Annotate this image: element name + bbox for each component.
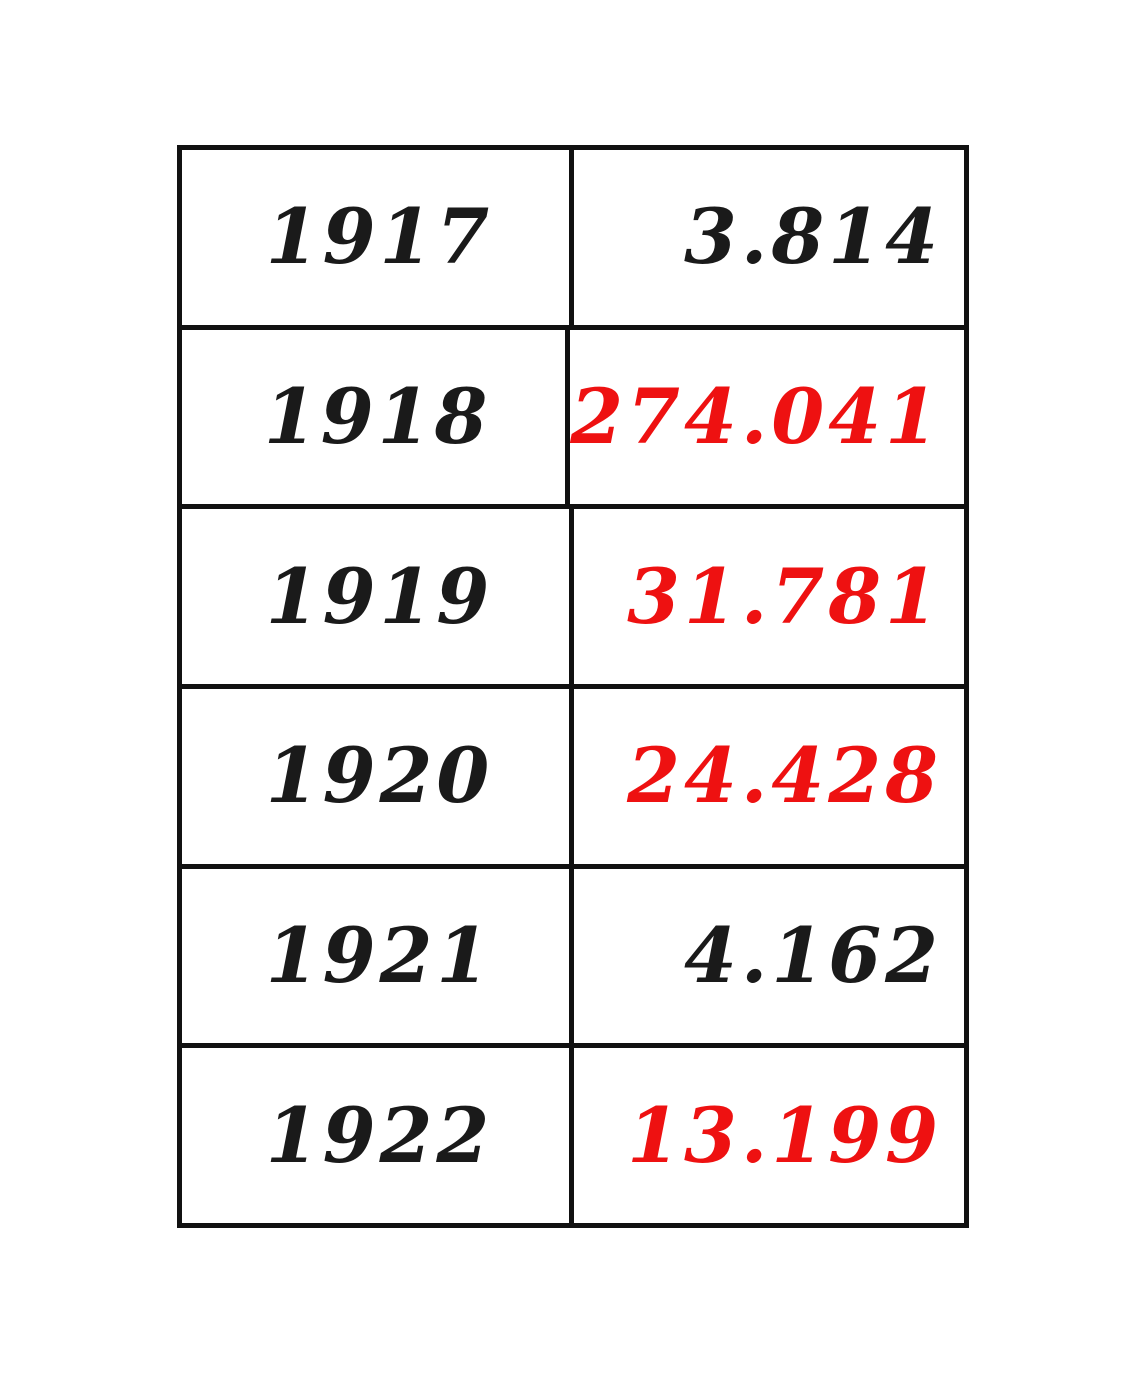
table-row: 1920 24.428 <box>182 684 964 864</box>
value-cell: 24.428 <box>627 731 942 821</box>
year-cell: 1920 <box>182 689 574 864</box>
year-cell: 1922 <box>182 1048 574 1224</box>
table-row: 1922 13.199 <box>182 1043 964 1224</box>
table-row: 1917 3.814 <box>182 150 964 325</box>
year-cell: 1917 <box>182 150 574 325</box>
value-cell: 4.162 <box>684 911 942 1001</box>
year-cell: 1919 <box>182 509 574 685</box>
year-cell: 1921 <box>182 868 574 1044</box>
table-row: 1921 4.162 <box>182 863 964 1044</box>
value-cell: 274.041 <box>570 372 942 461</box>
value-cell: 31.781 <box>627 551 942 641</box>
value-cell: 13.199 <box>627 1090 942 1180</box>
table-row: 1919 31.781 <box>182 504 964 685</box>
data-table: 1917 3.814 1918 274.041 1919 31.781 1920… <box>177 145 969 1228</box>
value-cell: 3.814 <box>684 192 942 282</box>
table-row: 1918 274.041 <box>182 324 964 505</box>
year-cell: 1918 <box>182 329 571 505</box>
